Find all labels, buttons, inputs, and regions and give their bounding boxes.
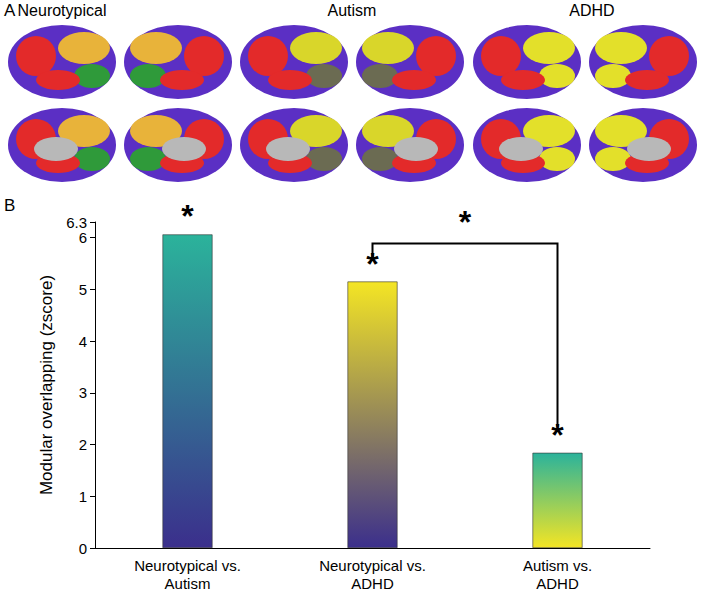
svg-text:*: * [181,198,194,234]
svg-text:ADHD: ADHD [536,575,579,592]
svg-text:*: * [459,204,472,240]
svg-text:*: * [366,246,379,282]
svg-text:4: 4 [79,333,87,350]
svg-text:Neurotypical vs.: Neurotypical vs. [134,557,241,574]
svg-text:1: 1 [79,488,87,505]
svg-text:5: 5 [79,281,87,298]
svg-text:Autism: Autism [165,575,211,592]
svg-text:Autism: Autism [328,2,377,19]
svg-text:A: A [4,1,16,20]
svg-text:ADHD: ADHD [351,575,394,592]
svg-text:Neurotypical: Neurotypical [18,2,107,19]
svg-text:Autism vs.: Autism vs. [523,557,592,574]
svg-text:6.3: 6.3 [66,214,87,231]
svg-text:6: 6 [79,229,87,246]
svg-text:2: 2 [79,436,87,453]
svg-text:*: * [551,417,564,453]
svg-text:Modular overlapping (zscore): Modular overlapping (zscore) [37,275,56,495]
svg-text:ADHD: ADHD [569,2,614,19]
svg-text:Neurotypical vs.: Neurotypical vs. [319,557,426,574]
svg-text:3: 3 [79,384,87,401]
svg-text:B: B [4,196,15,215]
svg-text:0: 0 [79,540,87,557]
